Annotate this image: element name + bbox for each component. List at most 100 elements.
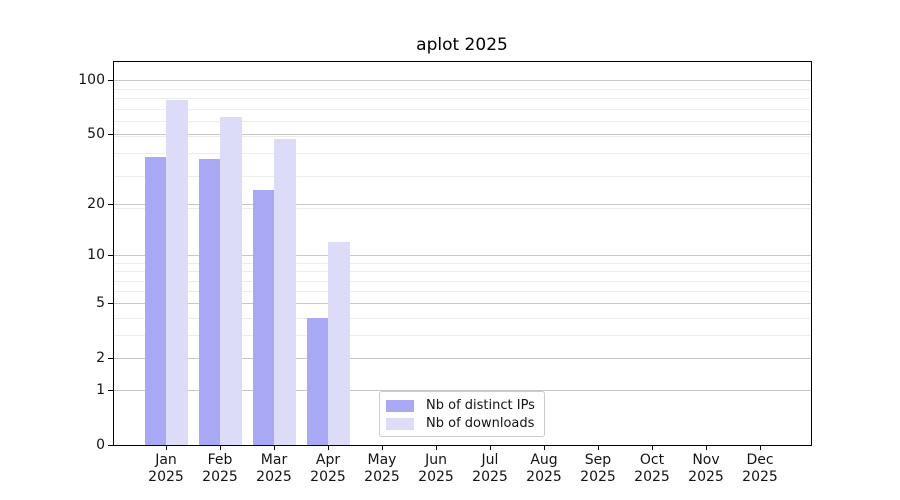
minor-gridline xyxy=(114,98,811,100)
legend-label: Nb of distinct IPs xyxy=(426,398,535,413)
bar-distinct-ips-mar xyxy=(252,190,274,445)
x-tick xyxy=(760,446,761,450)
y-tick xyxy=(108,390,113,392)
x-label-month: Oct xyxy=(639,452,665,468)
x-label-month: Dec xyxy=(746,452,774,468)
legend-label: Nb of downloads xyxy=(426,416,535,431)
minor-gridline xyxy=(114,291,811,293)
y-tick-label: 100 xyxy=(78,72,105,88)
x-tick-label: Feb 2025 xyxy=(188,452,252,486)
major-gridline xyxy=(114,390,811,392)
y-tick xyxy=(108,204,113,206)
x-tick-label: Jun 2025 xyxy=(404,452,468,486)
y-tick-label: 10 xyxy=(87,247,105,264)
x-tick-label: Apr 2025 xyxy=(296,452,360,486)
y-tick xyxy=(108,358,113,360)
x-tick-label: Mar 2025 xyxy=(242,452,306,486)
x-label-year: 2025 xyxy=(634,469,670,485)
x-tick xyxy=(274,446,275,450)
x-label-year: 2025 xyxy=(418,469,454,485)
bar-distinct-ips-jan xyxy=(144,157,166,445)
y-tick xyxy=(108,134,113,136)
x-tick xyxy=(490,446,491,450)
x-tick-label: May 2025 xyxy=(350,452,414,486)
x-label-month: Feb xyxy=(207,452,233,468)
major-gridline xyxy=(114,204,811,206)
x-tick-label: Jul 2025 xyxy=(458,452,522,486)
x-label-month: Jun xyxy=(425,452,447,468)
x-tick xyxy=(544,446,545,450)
minor-gridline xyxy=(114,208,811,210)
y-tick xyxy=(108,255,113,257)
x-label-year: 2025 xyxy=(310,469,346,485)
bar-downloads-mar xyxy=(274,138,296,445)
y-tick-label: 50 xyxy=(87,126,105,143)
minor-gridline xyxy=(114,153,811,155)
x-tick-label: Sep 2025 xyxy=(566,452,630,486)
minor-gridline xyxy=(114,109,811,110)
x-tick-label: Aug 2025 xyxy=(512,452,576,486)
x-tick xyxy=(382,446,383,450)
legend: Nb of distinct IPs Nb of downloads xyxy=(379,391,545,437)
bar-downloads-apr xyxy=(328,242,350,445)
y-tick-label: 20 xyxy=(87,196,105,213)
bar-downloads-feb xyxy=(220,117,242,445)
minor-gridline xyxy=(114,317,811,319)
x-tick xyxy=(598,446,599,450)
legend-entry: Nb of downloads xyxy=(386,415,536,432)
x-label-year: 2025 xyxy=(526,469,562,485)
bar-downloads-jan xyxy=(166,100,188,445)
x-label-month: May xyxy=(367,452,397,468)
x-label-year: 2025 xyxy=(256,469,292,485)
x-label-year: 2025 xyxy=(364,469,400,485)
major-gridline xyxy=(114,80,811,81)
major-gridline xyxy=(114,134,811,136)
x-tick-label: Dec 2025 xyxy=(728,452,792,486)
y-tick xyxy=(108,80,113,81)
x-label-year: 2025 xyxy=(742,469,778,485)
x-tick xyxy=(166,446,167,450)
x-label-year: 2025 xyxy=(472,469,508,485)
chart-title: aplot 2025 xyxy=(416,35,508,55)
y-tick-label: 5 xyxy=(96,295,105,312)
legend-swatch xyxy=(386,399,414,412)
x-label-year: 2025 xyxy=(202,469,238,485)
major-gridline xyxy=(114,303,811,305)
x-tick-label: Nov 2025 xyxy=(674,452,738,486)
x-label-month: Mar xyxy=(260,452,288,468)
legend-entry: Nb of distinct IPs xyxy=(386,397,536,414)
minor-gridline xyxy=(114,335,811,337)
bar-distinct-ips-apr xyxy=(306,317,328,445)
minor-gridline xyxy=(114,135,811,137)
y-tick xyxy=(108,445,113,446)
x-tick xyxy=(436,446,437,450)
y-tick-label: 2 xyxy=(96,350,105,367)
x-label-month: Apr xyxy=(315,452,341,468)
y-tick-label: 0 xyxy=(96,437,105,453)
x-label-month: Jan xyxy=(155,452,177,468)
minor-gridline xyxy=(114,89,811,91)
major-gridline xyxy=(114,358,811,360)
x-label-month: Aug xyxy=(530,452,558,468)
legend-swatch xyxy=(386,417,414,430)
minor-gridline xyxy=(114,271,811,273)
x-tick xyxy=(652,446,653,450)
x-label-month: Sep xyxy=(584,452,612,468)
minor-gridline xyxy=(114,280,811,282)
x-tick xyxy=(220,446,221,450)
x-label-year: 2025 xyxy=(148,469,184,485)
minor-gridline xyxy=(114,121,811,123)
x-tick xyxy=(706,446,707,450)
minor-gridline xyxy=(114,176,811,177)
minor-gridline xyxy=(114,262,811,264)
x-label-year: 2025 xyxy=(688,469,724,485)
bar-distinct-ips-feb xyxy=(198,159,220,445)
y-tick xyxy=(108,303,113,305)
x-tick-label: Jan 2025 xyxy=(134,452,198,486)
plot-area xyxy=(113,61,812,446)
x-tick-label: Oct 2025 xyxy=(620,452,684,486)
x-tick xyxy=(328,446,329,450)
major-gridline xyxy=(114,255,811,257)
y-tick-label: 1 xyxy=(96,382,105,399)
